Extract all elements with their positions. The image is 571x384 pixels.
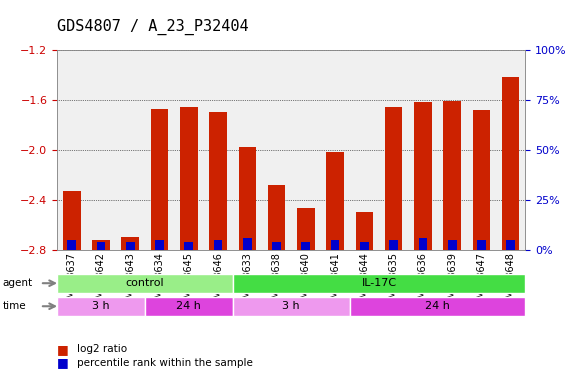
Bar [63, 191, 81, 250]
Text: ■: ■ [57, 343, 69, 356]
Bar [448, 240, 457, 250]
Bar [443, 101, 461, 250]
Bar [473, 110, 490, 250]
Text: percentile rank within the sample: percentile rank within the sample [77, 358, 253, 368]
Text: agent: agent [3, 278, 33, 288]
FancyBboxPatch shape [57, 274, 233, 293]
Bar [151, 109, 168, 250]
FancyBboxPatch shape [233, 274, 525, 293]
Text: ■: ■ [57, 356, 69, 369]
FancyBboxPatch shape [349, 297, 525, 316]
Bar [180, 107, 198, 250]
Bar [126, 242, 135, 250]
Bar [502, 78, 520, 250]
Bar [96, 242, 106, 250]
Bar [155, 240, 164, 250]
Bar [419, 238, 427, 250]
Text: IL-17C: IL-17C [361, 278, 397, 288]
Bar [184, 242, 193, 250]
Bar [214, 240, 223, 250]
FancyBboxPatch shape [233, 297, 349, 316]
Bar [506, 240, 515, 250]
Text: 3 h: 3 h [283, 301, 300, 311]
Bar [297, 209, 315, 250]
Bar [360, 242, 369, 250]
Text: 24 h: 24 h [176, 301, 201, 311]
Bar [477, 240, 486, 250]
FancyBboxPatch shape [57, 297, 145, 316]
Bar [326, 152, 344, 250]
Bar [331, 240, 340, 250]
Text: control: control [126, 278, 164, 288]
Bar [243, 238, 252, 250]
Bar [122, 237, 139, 250]
Text: time: time [3, 301, 26, 311]
Bar [356, 212, 373, 250]
Bar [414, 103, 432, 250]
Bar [239, 147, 256, 250]
Text: 3 h: 3 h [92, 301, 110, 311]
Text: 24 h: 24 h [425, 301, 450, 311]
Bar [272, 242, 281, 250]
FancyBboxPatch shape [145, 297, 233, 316]
Bar [268, 185, 286, 250]
Bar [93, 240, 110, 250]
Text: log2 ratio: log2 ratio [77, 344, 127, 354]
Bar [389, 240, 398, 250]
Bar [209, 113, 227, 250]
Text: GDS4807 / A_23_P32404: GDS4807 / A_23_P32404 [57, 18, 249, 35]
Bar [67, 240, 76, 250]
Bar [301, 242, 310, 250]
Bar [385, 107, 403, 250]
